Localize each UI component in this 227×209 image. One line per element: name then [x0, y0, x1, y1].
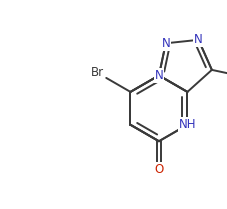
Text: O: O	[154, 163, 163, 176]
Text: N: N	[193, 33, 202, 46]
Text: NH: NH	[178, 118, 195, 131]
Text: Br: Br	[91, 66, 104, 79]
Text: N: N	[161, 37, 169, 50]
Text: N: N	[154, 69, 163, 82]
